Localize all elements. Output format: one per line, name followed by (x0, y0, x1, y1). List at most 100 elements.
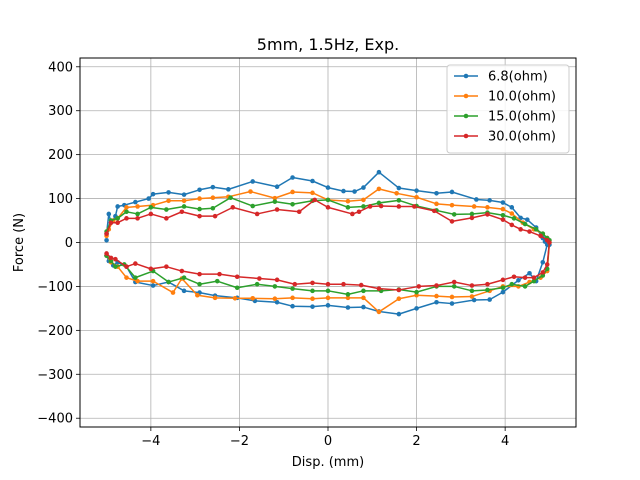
data-point (124, 209, 129, 215)
data-point (451, 279, 457, 285)
data-point (416, 284, 422, 289)
data-point (449, 189, 455, 195)
data-point (164, 264, 169, 269)
data-point (533, 227, 539, 232)
data-point (509, 222, 515, 228)
legend-swatch-marker (463, 93, 469, 99)
data-point (166, 279, 171, 285)
data-point (290, 189, 295, 195)
y-tick-label: 200 (48, 148, 73, 163)
data-point (290, 175, 295, 180)
data-point (135, 211, 140, 217)
data-point (538, 233, 543, 239)
data-point (485, 205, 490, 210)
data-point (524, 217, 530, 222)
chart-title: 5mm, 1.5Hz, Exp. (257, 35, 399, 54)
x-tick-label: 4 (501, 434, 509, 449)
y-tick-label: −200 (37, 324, 73, 339)
legend: 6.8(ohm) 10.0(ohm) 15.0(ohm) 30.0(ohm) (446, 64, 570, 154)
data-point (228, 195, 233, 200)
data-point (325, 185, 331, 190)
data-point (469, 288, 475, 294)
axis-ticks: −4 −2 0 2 4 −400 −300 −200 −100 0 100 200 300 400 (37, 60, 509, 449)
y-axis-label: Force (N) (12, 213, 27, 272)
data-point (547, 240, 552, 245)
data-point (272, 284, 278, 289)
data-point (469, 211, 475, 217)
data-point (124, 264, 129, 269)
data-point (325, 303, 331, 308)
data-point (113, 256, 118, 262)
data-point (485, 281, 490, 287)
data-point (150, 283, 156, 288)
data-point (352, 189, 357, 194)
data-point (310, 304, 315, 309)
data-point (115, 216, 120, 221)
data-point (361, 204, 366, 209)
data-point (500, 200, 506, 205)
data-point (135, 216, 140, 221)
legend-label: 10.0(ohm) (488, 90, 556, 105)
data-point (292, 281, 298, 287)
data-point (522, 221, 528, 227)
data-point (133, 261, 138, 266)
data-point (540, 270, 546, 275)
data-point (104, 251, 109, 256)
data-point (181, 288, 187, 294)
data-point (234, 274, 240, 280)
data-point (449, 294, 455, 300)
data-point (115, 204, 120, 209)
data-point (414, 306, 419, 311)
data-point (350, 211, 355, 217)
data-point (376, 186, 382, 192)
data-point (509, 211, 515, 216)
data-point (325, 197, 331, 203)
data-point (414, 289, 419, 295)
data-point (509, 281, 515, 287)
series-4 (104, 197, 552, 293)
data-point (378, 203, 384, 209)
data-point (195, 292, 200, 298)
data-point (166, 198, 171, 204)
data-point (361, 304, 366, 310)
y-tick-label: 300 (48, 104, 73, 119)
data-point (341, 281, 346, 287)
data-point (471, 297, 477, 303)
y-tick-label: −400 (37, 412, 73, 427)
data-point (500, 277, 506, 283)
data-point (113, 264, 118, 269)
data-point (234, 285, 240, 291)
data-point (310, 296, 315, 302)
x-tick-label: −4 (141, 434, 160, 449)
data-point (431, 208, 437, 214)
legend-swatch-marker (463, 113, 469, 119)
data-point (361, 197, 366, 203)
data-point (485, 287, 490, 293)
data-point (449, 301, 455, 306)
data-point (248, 189, 253, 194)
data-point (250, 295, 256, 301)
data-point (511, 274, 517, 280)
data-point (106, 211, 112, 217)
data-point (254, 211, 260, 217)
data-point (487, 297, 492, 302)
data-point (356, 209, 362, 215)
series-layer (104, 169, 552, 317)
data-point (146, 196, 151, 201)
data-point (150, 278, 156, 284)
data-point (214, 278, 220, 284)
legend-label: 6.8(ohm) (488, 70, 548, 85)
data-point (396, 204, 402, 209)
data-point (272, 199, 278, 204)
data-point (217, 271, 222, 277)
data-point (396, 185, 402, 191)
data-point (367, 204, 373, 209)
data-point (345, 292, 351, 297)
data-point (522, 284, 528, 289)
data-point (250, 203, 256, 209)
data-point (412, 204, 417, 209)
data-point (325, 205, 331, 210)
data-point (272, 296, 278, 302)
data-point (396, 296, 402, 302)
x-tick-label: 0 (324, 434, 332, 449)
